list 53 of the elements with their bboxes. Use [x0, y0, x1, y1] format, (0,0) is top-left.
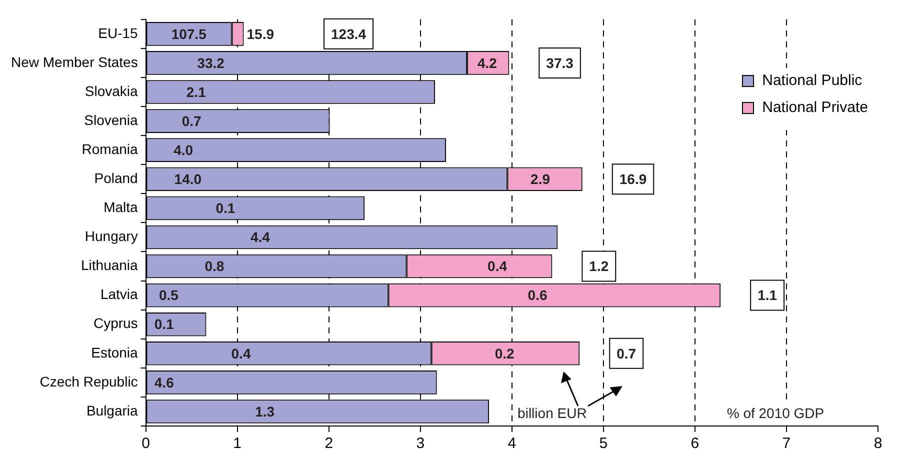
x-tick-label: 0: [142, 435, 150, 452]
y-tick-label: Poland: [94, 170, 138, 186]
x-tick-label: 4: [508, 435, 516, 452]
y-tick-label: Latvia: [100, 286, 138, 302]
y-tick-label: EU-15: [98, 24, 138, 41]
annotation: 15.9: [246, 26, 274, 42]
annotation: 4.6: [154, 374, 174, 390]
legend-label: National Private: [762, 99, 868, 116]
y-tick-label: Malta: [104, 199, 138, 216]
x-tick-label: 6: [690, 435, 700, 452]
y-tick-label: Lithuania: [80, 257, 138, 274]
annotation: % of 2010 GDP: [726, 404, 824, 421]
y-tick-label: New Member States: [10, 54, 138, 70]
y-tick-label: Cyprus: [93, 315, 138, 332]
y-tick-label: Romania: [82, 140, 138, 157]
x-tick-label: 5: [599, 435, 608, 452]
annotation: 33.2: [197, 54, 225, 71]
x-tick-label: 1: [233, 435, 242, 452]
annotation: 0.7: [616, 345, 636, 362]
y-tick-label: Estonia: [91, 344, 138, 360]
y-tick-label: Bulgaria: [86, 402, 138, 418]
annotation: 0.5: [158, 287, 179, 304]
annotation: 4.0: [174, 142, 194, 158]
y-tick-label: Czech Republic: [40, 373, 138, 390]
annotation: 1.2: [589, 258, 609, 274]
annotation: 2.9: [530, 170, 550, 187]
y-tick-label: Slovenia: [84, 112, 138, 128]
annotation: 0.1: [154, 316, 174, 332]
annotation: 0.7: [182, 112, 202, 129]
annotation: 0.6: [528, 287, 548, 304]
annotation: 16.9: [619, 170, 647, 187]
legend-label: National Public: [762, 72, 862, 89]
x-tick-label: 7: [782, 435, 791, 452]
x-tick-label: 8: [874, 435, 882, 452]
y-tick-label: Hungary: [84, 228, 138, 244]
annotation: 0.4: [488, 258, 508, 274]
annotation: billion EUR: [518, 404, 587, 421]
y-tick-label: Slovakia: [84, 82, 138, 99]
annotation: 4.4: [250, 229, 270, 246]
annotation: 14.0: [174, 170, 202, 187]
x-tick-label: 2: [324, 435, 334, 452]
annotation: 0.8: [204, 258, 224, 274]
annotation: 0.4: [231, 345, 251, 362]
annotation: 1.1: [758, 287, 778, 304]
annotation: 37.3: [546, 54, 574, 71]
annotation: 4.2: [477, 54, 498, 71]
annotation: 0.1: [216, 200, 236, 216]
x-tick-label: 3: [416, 435, 425, 452]
annotation: 107.5: [171, 26, 207, 42]
annotation: 1.3: [255, 403, 275, 420]
annotation: 2.1: [186, 84, 206, 100]
annotation: 0.2: [494, 345, 515, 362]
annotation: 123.4: [330, 26, 366, 42]
